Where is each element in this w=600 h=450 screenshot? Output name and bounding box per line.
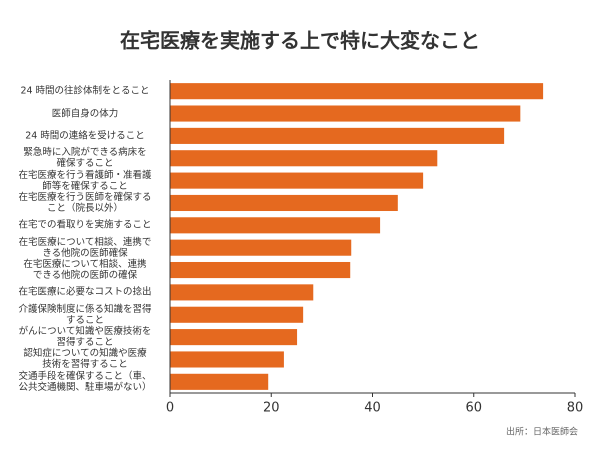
x-tick-label: 0 xyxy=(166,401,174,416)
source: 出所：日本医師会 xyxy=(506,426,578,438)
y-tick-label: 在宅での看取りを実施すること xyxy=(18,219,152,231)
chart-title: 在宅医療を実施する上で特に大変なこと xyxy=(120,29,480,53)
x-tick-label: 60 xyxy=(465,401,482,416)
y-tick-label: 在宅医療について相談、連携で きる他院の医師確保 xyxy=(18,236,152,259)
y-tick-label: 在宅医療を行う医師を確保する こと（院長以外） xyxy=(18,191,152,214)
bar xyxy=(170,172,424,189)
bar xyxy=(170,194,398,212)
y-tick-label: 在宅医療に必要なコストの捻出 xyxy=(18,286,152,298)
bar xyxy=(170,373,269,390)
y-tick-label: 緊急時に入院ができる病床を 確保すること xyxy=(23,147,147,170)
bar xyxy=(170,329,298,346)
y-tick-label: 認知症についての知識や医療 技術を習得すること xyxy=(23,348,147,371)
bar xyxy=(170,150,438,167)
y-tick-label: 交通手段を確保すること（車、 公共交通機関、駐車場がない） xyxy=(18,370,152,393)
x-tick-label: 20 xyxy=(263,401,280,416)
x-tick-label: 40 xyxy=(364,401,381,416)
bar xyxy=(170,351,284,368)
y-tick-label: 在宅医療について相談、連携 できる他院の医師の確保 xyxy=(23,259,147,282)
bar xyxy=(170,83,544,100)
bar xyxy=(170,127,505,144)
bar xyxy=(170,239,352,256)
y-tick-label: 医師自身の体力 xyxy=(51,108,119,120)
bar xyxy=(170,306,304,323)
bar xyxy=(170,284,314,301)
bar xyxy=(170,217,381,234)
y-tick-label: 在宅医療を行う看護師・准看護 師等を確保すること xyxy=(18,169,152,192)
bar xyxy=(170,105,521,122)
bar xyxy=(170,261,351,279)
y-tick-label: がんについて知識や医療技術を 習得すること xyxy=(18,326,152,349)
y-tick-label: 介護保険制度に係る知識を習得 すること xyxy=(18,303,152,326)
x-tick-label: 80 xyxy=(567,401,584,416)
y-tick-label: 24 時間の往診体制をとること xyxy=(20,85,150,97)
y-tick-label: 24 時間の連絡を受けること xyxy=(25,130,145,142)
